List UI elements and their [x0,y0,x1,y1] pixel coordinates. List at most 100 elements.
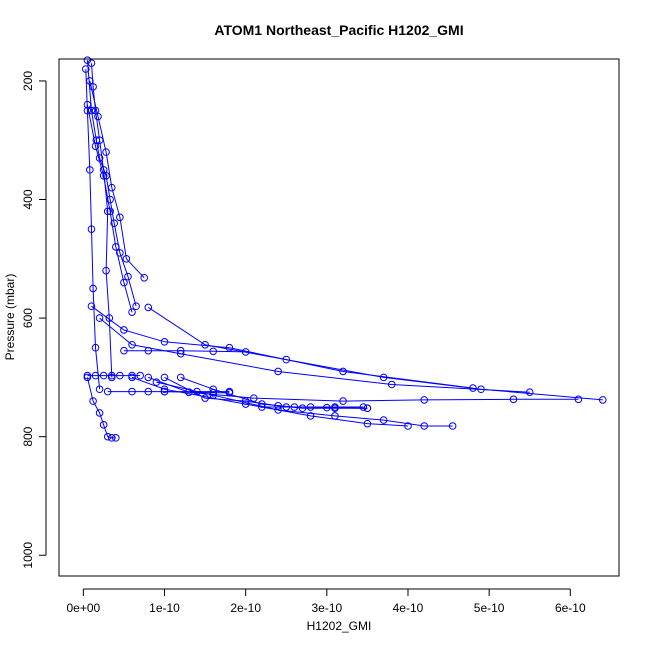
data-point [274,402,282,410]
data-point [140,273,149,282]
y-axis-label: Pressure (mbar) [3,274,17,361]
x-tick-label: 2e-10 [230,601,261,615]
y-axis: 200 400 600 800 1000 [21,71,47,569]
data-point [102,148,110,156]
series-line [123,350,246,353]
data-point [144,346,153,355]
data-point [103,387,112,396]
data-point [107,371,116,380]
data-point [120,346,128,355]
data-point [323,403,331,412]
data-point [92,136,101,145]
x-axis: 0e+00 1e-10 2e-10 3e-10 4e-10 5e-10 6e-10 [66,588,586,615]
series-line [89,80,145,279]
data-point [106,207,114,216]
data-point [363,404,372,413]
data-point [420,396,429,404]
data-point [95,385,104,394]
data-point [116,371,124,380]
data-point [99,421,108,429]
data-point [95,314,104,322]
data-point [112,434,120,442]
data-point [225,387,234,396]
data-point [132,302,140,311]
data-point [136,371,144,380]
data-point [128,340,136,349]
data-point [95,409,104,417]
data-point [122,255,131,263]
y-tick-label: 1000 [21,542,35,569]
series-3 [86,77,149,282]
data-point [91,371,100,380]
x-tick-label: 5e-10 [474,601,505,615]
series-line [164,376,368,409]
data-point [107,183,116,192]
data-point [116,249,124,257]
data-point [112,243,120,251]
data-point [176,346,185,355]
data-point [91,142,100,150]
data-point [241,348,250,356]
data-point [387,380,396,389]
data-point [379,416,388,424]
data-point [103,207,112,216]
data-point [160,373,169,382]
data-point [110,219,118,228]
data-point [102,266,110,275]
data-point [598,396,607,404]
data-point [102,171,110,180]
plot-area [81,56,607,442]
data-point [379,373,388,382]
data-point [209,347,218,356]
data-point [81,65,90,73]
data-point [306,403,315,411]
y-tick-label: 800 [21,426,35,446]
data-point [83,56,92,64]
x-axis-label: H1202_GMI [307,619,372,633]
data-point [160,338,169,346]
series-18 [103,387,234,396]
data-point [258,403,266,411]
data-point [91,343,100,352]
data-point [99,171,108,180]
data-point [120,278,128,287]
x-tick-label: 0e+00 [66,601,100,615]
series-line [131,376,409,427]
y-tick-label: 200 [21,71,35,91]
y-tick-label: 400 [21,189,35,209]
data-point [120,326,128,334]
data-point [359,403,368,411]
data-point [339,367,347,376]
plot-border [58,58,620,577]
series-line [99,317,530,393]
data-point [282,403,291,411]
series-16 [83,373,120,442]
data-point [160,387,169,396]
data-point [509,395,518,404]
series-line [85,69,101,390]
data-point [144,303,153,312]
series-line [156,381,453,427]
series-5 [81,65,104,394]
data-point [201,340,209,349]
series-9 [120,346,250,356]
series-19 [258,403,368,411]
x-tick-label: 3e-10 [311,601,342,615]
data-point [128,308,136,316]
data-point [477,385,485,394]
data-point [176,373,185,382]
series-line [86,377,116,439]
data-point [574,395,583,404]
data-point [99,371,108,380]
series-10 [144,373,583,405]
data-point [83,371,92,380]
data-point [404,422,412,430]
chart-title: ATOM1 Northeast_Pacific H1202_GMI [214,22,463,38]
data-point [282,355,291,364]
data-point [86,166,94,174]
data-point [128,371,136,380]
data-point [298,404,307,413]
x-tick-label: 1e-10 [149,601,180,615]
x-tick-label: 4e-10 [393,601,424,615]
